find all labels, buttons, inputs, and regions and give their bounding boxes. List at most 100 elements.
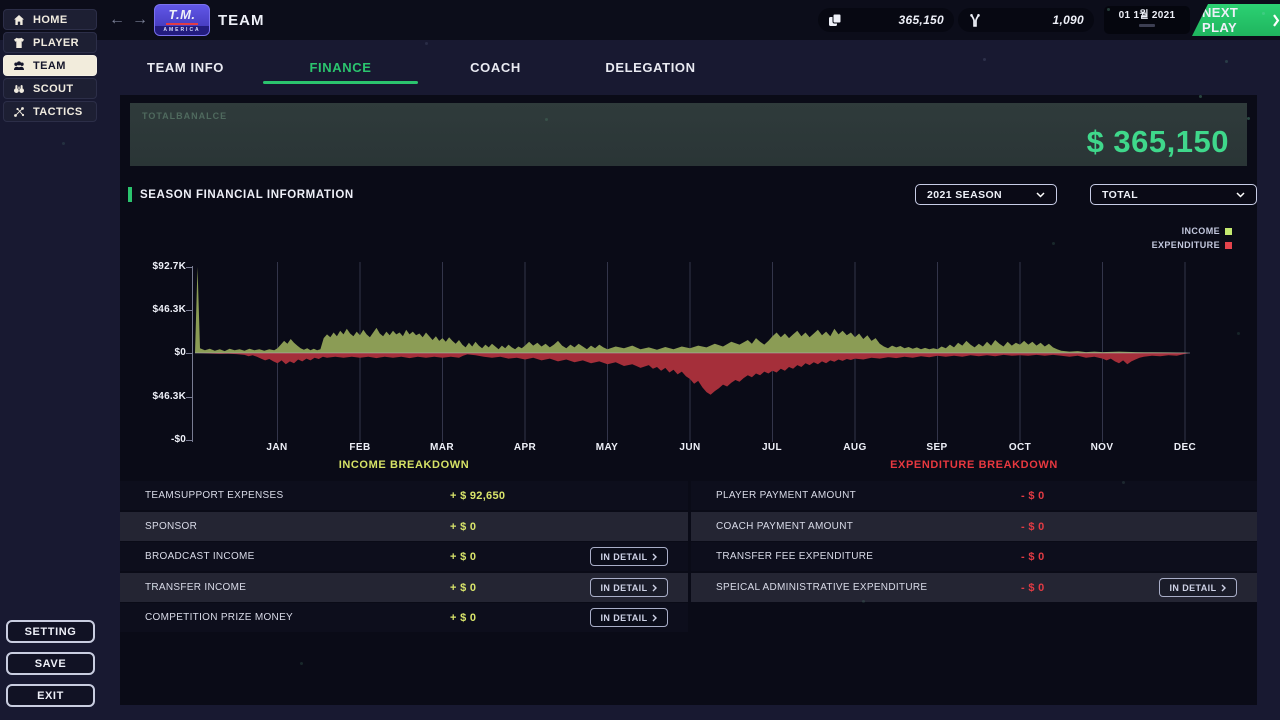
table-row: SPEICAL ADMINISTRATIVE EXPENDITURE - $ 0… [691, 573, 1257, 602]
in-detail-button[interactable]: IN DETAIL [590, 608, 668, 627]
expenditure-swatch [1225, 242, 1232, 249]
season-select[interactable]: 2021 SEASON [915, 184, 1057, 205]
x-tick: NOV [1072, 442, 1132, 453]
row-label: BROADCAST INCOME [145, 551, 255, 562]
sidebar-item-team[interactable]: TEAM [3, 55, 97, 76]
forward-arrow-icon[interactable]: → [129, 9, 151, 31]
section-accent-bar [128, 187, 132, 202]
legend-expenditure: EXPENDITURE [1152, 240, 1232, 250]
chevron-right-icon [652, 553, 657, 561]
money-icon [828, 13, 842, 27]
sidebar-item-player[interactable]: PLAYER [3, 32, 97, 53]
expenditure-breakdown-header: EXPENDITURE BREAKDOWN [691, 459, 1257, 477]
table-row: COACH PAYMENT AMOUNT - $ 0 [691, 512, 1257, 541]
chevron-right-icon [652, 614, 657, 622]
in-detail-label: IN DETAIL [601, 583, 648, 593]
chevron-right-icon [652, 584, 657, 592]
chevron-down-icon [1236, 192, 1245, 198]
game-logo: T.M. AMERICA [154, 4, 210, 36]
points-counter: 1,090 [958, 8, 1094, 32]
in-detail-label: IN DETAIL [601, 613, 648, 623]
sidebar-item-label: HOME [33, 14, 68, 26]
table-row: TEAMSUPPORT EXPENSES + $ 92,650 [120, 481, 688, 510]
tab-coach[interactable]: COACH [418, 48, 573, 86]
row-value: - $ 0 [1021, 521, 1045, 533]
page-title: TEAM [218, 12, 265, 29]
y-axis-line [192, 266, 193, 442]
row-value: - $ 0 [1021, 490, 1045, 502]
x-tick: MAY [577, 442, 637, 453]
table-row: TRANSFER INCOME + $ 0 IN DETAIL [120, 573, 688, 602]
sidebar-item-label: SCOUT [33, 83, 74, 95]
in-detail-button[interactable]: IN DETAIL [1159, 578, 1237, 597]
section-title: SEASON FINANCIAL INFORMATION [140, 189, 354, 201]
row-value: + $ 0 [450, 612, 476, 624]
row-label: COACH PAYMENT AMOUNT [716, 521, 853, 532]
table-row: SPONSOR + $ 0 [120, 512, 688, 541]
setting-button[interactable]: SETTING [6, 620, 95, 643]
next-play-button[interactable]: NEXT PLAY [1192, 4, 1280, 36]
in-detail-label: IN DETAIL [1170, 583, 1217, 593]
in-detail-label: IN DETAIL [601, 552, 648, 562]
x-tick: JAN [247, 442, 307, 453]
logo-sub-text: AMERICA [155, 26, 209, 35]
app-screen: ← → T.M. AMERICA TEAM 365,150 1,090 01 1… [0, 0, 1280, 720]
row-value: + $ 0 [450, 551, 476, 563]
y-tick: $0 [126, 347, 186, 358]
home-icon [13, 14, 25, 26]
team-icon [13, 60, 25, 72]
money-counter: 365,150 [818, 8, 954, 32]
finance-panel: TOTALBANALCE $ 365,150 SEASON FINANCIAL … [120, 95, 1257, 705]
income-swatch [1225, 228, 1232, 235]
y-tick: $92.7K [126, 261, 186, 272]
x-tick: JUN [660, 442, 720, 453]
legend-income-label: INCOME [1182, 226, 1220, 236]
sidebar-item-tactics[interactable]: TACTICS [3, 101, 97, 122]
logo-main-text: T.M. [166, 6, 197, 25]
date-badge: 01 1월 2021 [1104, 6, 1190, 34]
scope-select[interactable]: TOTAL [1090, 184, 1257, 205]
exit-button[interactable]: EXIT [6, 684, 95, 707]
income-breakdown-header: INCOME BREAKDOWN [120, 459, 688, 477]
tab-finance[interactable]: FINANCE [263, 48, 418, 86]
in-detail-button[interactable]: IN DETAIL [590, 547, 668, 566]
row-label: SPEICAL ADMINISTRATIVE EXPENDITURE [716, 582, 927, 593]
x-tick: FEB [330, 442, 390, 453]
table-row: COMPETITION PRIZE MONEY + $ 0 IN DETAIL [120, 603, 688, 632]
points-value: 1,090 [982, 13, 1084, 27]
row-label: TRANSFER INCOME [145, 582, 246, 593]
x-tick: OCT [990, 442, 1050, 453]
x-tick: DEC [1155, 442, 1215, 453]
save-button[interactable]: SAVE [6, 652, 95, 675]
total-balance-label: TOTALBANALCE [142, 111, 227, 121]
row-label: SPONSOR [145, 521, 197, 532]
active-tab-underline [263, 81, 418, 84]
tab-team-info[interactable]: TEAM INFO [108, 48, 263, 86]
y-tick: $46.3K [126, 304, 186, 315]
tab-label: DELEGATION [605, 60, 695, 75]
row-value: + $ 0 [450, 521, 476, 533]
money-value: 365,150 [842, 13, 944, 27]
table-row: TRANSFER FEE EXPENDITURE - $ 0 [691, 542, 1257, 571]
row-label: TRANSFER FEE EXPENDITURE [716, 551, 873, 562]
sidebar-item-home[interactable]: HOME [3, 9, 97, 30]
next-play-label: NEXT PLAY [1202, 5, 1267, 35]
tab-delegation[interactable]: DELEGATION [573, 48, 728, 86]
x-tick: SEP [907, 442, 967, 453]
row-value: + $ 0 [450, 582, 476, 594]
in-detail-button[interactable]: IN DETAIL [590, 578, 668, 597]
chevron-down-icon [1036, 192, 1045, 198]
sidebar-item-scout[interactable]: SCOUT [3, 78, 97, 99]
back-arrow-icon[interactable]: ← [106, 9, 128, 31]
tab-label: COACH [470, 60, 521, 75]
binoculars-icon [13, 83, 25, 95]
table-row: PLAYER PAYMENT AMOUNT - $ 0 [691, 481, 1257, 510]
x-tick: MAR [412, 442, 472, 453]
season-select-value: 2021 SEASON [927, 189, 1002, 201]
tactics-icon [13, 106, 25, 118]
tab-label: TEAM INFO [147, 60, 224, 75]
row-value: - $ 0 [1021, 582, 1045, 594]
row-label: TEAMSUPPORT EXPENSES [145, 490, 283, 501]
scope-select-value: TOTAL [1102, 189, 1138, 201]
tab-label: FINANCE [310, 60, 372, 75]
